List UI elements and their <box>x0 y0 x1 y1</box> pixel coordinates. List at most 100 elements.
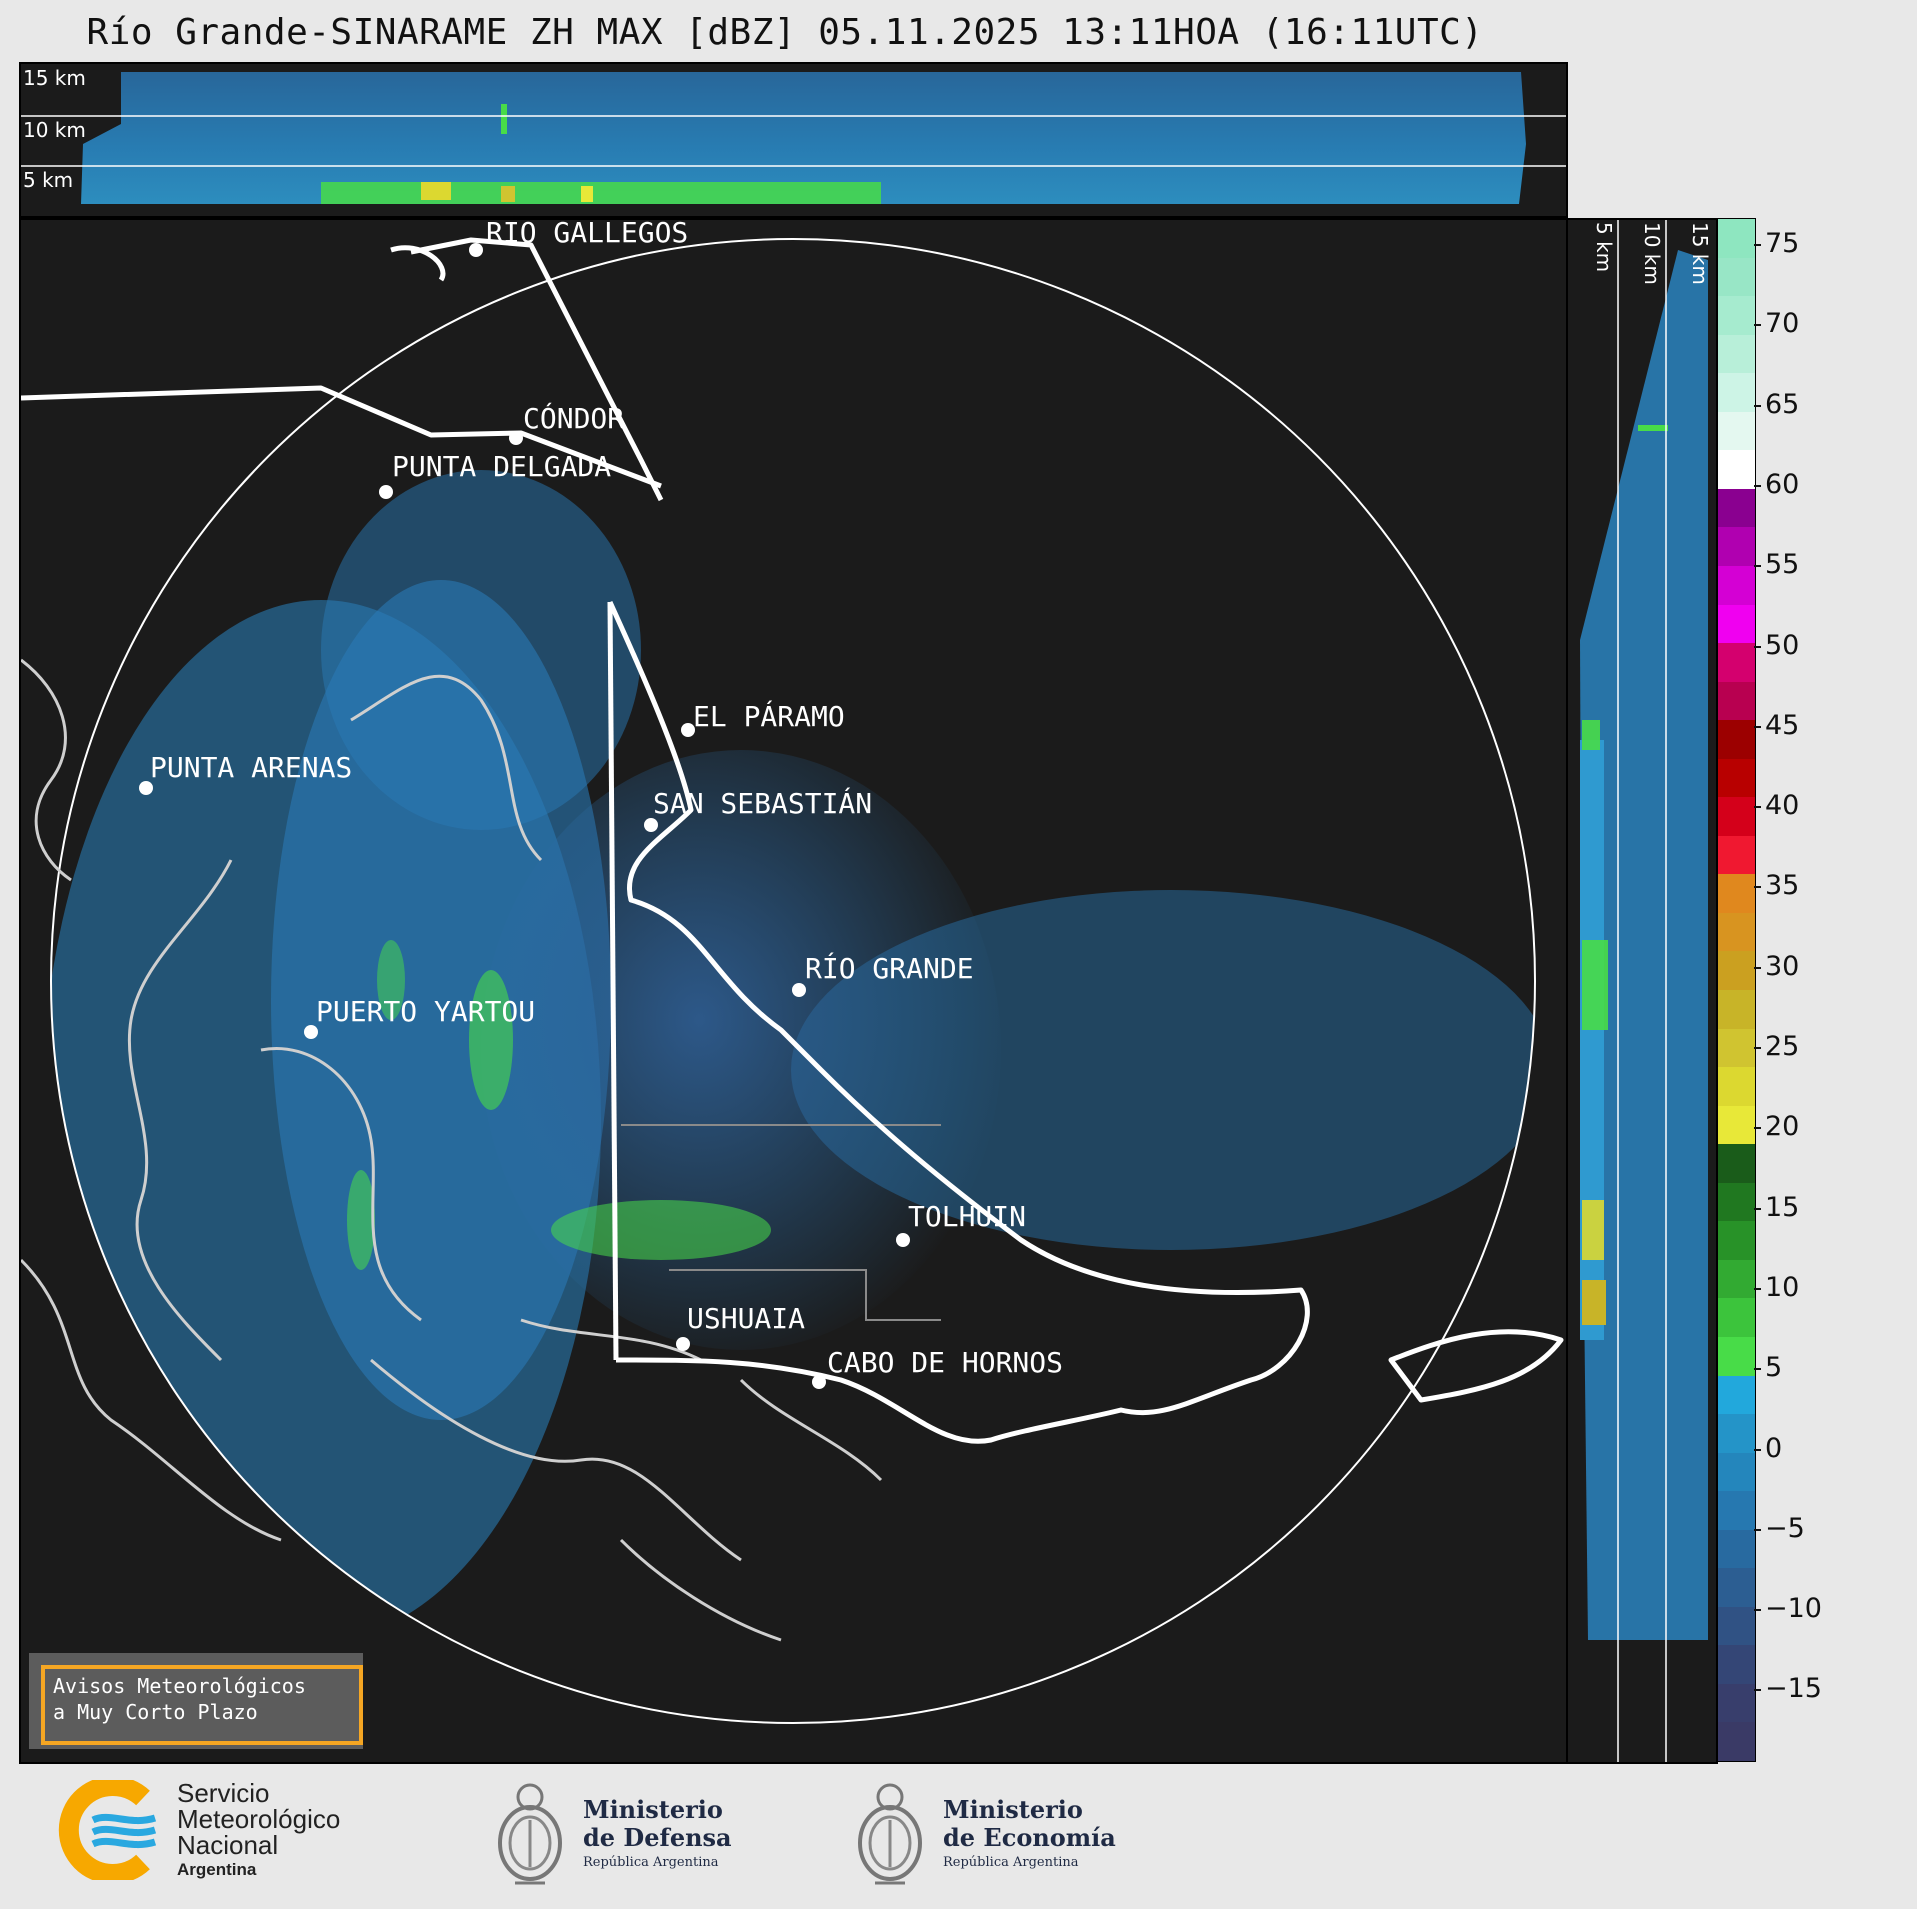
colorbar-tick-mark <box>1754 1448 1761 1451</box>
colorbar-tick-label: 15 <box>1765 1191 1800 1223</box>
colorbar-tick-mark <box>1754 1047 1761 1049</box>
colorbar-tick-label: 75 <box>1765 228 1800 259</box>
colorbar-band <box>1718 681 1755 721</box>
colorbar-tick-mark <box>1754 806 1761 809</box>
colorbar-band <box>1718 1375 1755 1415</box>
place-marker <box>304 1025 318 1039</box>
colorbar-tick-label: −10 <box>1765 1593 1822 1625</box>
colorbar-tick-mark <box>1754 725 1761 728</box>
colorbar-band <box>1718 1067 1755 1107</box>
side-cross-section-echoes <box>1580 220 1708 1762</box>
place-label-rio-gallegos: RÍO GALLEGOS <box>486 218 689 249</box>
colorbar-tick-mark <box>1754 1207 1761 1210</box>
economia-line-1: Ministerio <box>943 1795 1083 1824</box>
colorbar-band <box>1718 951 1755 991</box>
side-alt-label-15km: 15 km <box>1688 222 1712 285</box>
top-alt-label-15km: 15 km <box>23 66 86 90</box>
colorbar-tick-label: 5 <box>1765 1352 1783 1384</box>
colorbar-band <box>1718 1606 1755 1646</box>
colorbar-tick-mark <box>1754 565 1761 568</box>
place-marker <box>792 983 806 997</box>
smn-line-4: Argentina <box>177 1860 257 1879</box>
colorbar-band <box>1718 527 1755 567</box>
colorbar-band <box>1718 296 1755 336</box>
smn-logo-mark <box>58 1780 157 1880</box>
colorbar-tick-label: 50 <box>1765 629 1800 661</box>
place-label-cabo-de-hornos: CABO DE HORNOS <box>827 1346 1064 1379</box>
colorbar-band <box>1718 1529 1755 1569</box>
colorbar-band <box>1718 643 1755 683</box>
economia-logo: Ministerio de Economía República Argenti… <box>855 1775 1135 1895</box>
place-label-punta-delgada: PUNTA DELGADA <box>392 450 612 483</box>
colorbar-band <box>1718 1182 1755 1222</box>
colorbar-band <box>1718 488 1755 528</box>
colorbar-band <box>1718 1298 1755 1338</box>
colorbar-band <box>1718 1144 1755 1184</box>
colorbar-tick-mark <box>1754 484 1761 487</box>
colorbar-band <box>1718 219 1755 259</box>
colorbar-band <box>1718 373 1755 413</box>
international-borders <box>21 237 1564 1444</box>
colorbar-tick-label: 60 <box>1765 468 1800 500</box>
place-marker <box>509 431 523 445</box>
place-label-condor: CÓNDOR <box>523 402 625 435</box>
dbz-colorbar <box>1717 218 1756 1762</box>
alert-box: Avisos Meteorológicos a Muy Corto Plazo <box>29 1653 363 1749</box>
place-marker <box>681 723 695 737</box>
national-seal-icon <box>858 1783 922 1885</box>
colorbar-tick-mark <box>1754 966 1761 969</box>
colorbar-band <box>1718 1414 1755 1454</box>
place-label-punta-arenas: PUNTA ARENAS <box>150 751 353 784</box>
place-marker <box>896 1233 910 1247</box>
colorbar-band <box>1718 334 1755 374</box>
colorbar-tick-label: 35 <box>1765 870 1800 902</box>
colorbar-tick-label: 45 <box>1765 709 1800 741</box>
colorbar-tick-mark <box>1754 1689 1761 1692</box>
colorbar-tick-mark <box>1754 1127 1761 1130</box>
colorbar-band <box>1718 1568 1755 1608</box>
colorbar-band <box>1718 1645 1755 1685</box>
smn-logo: Servicio Meteorológico Nacional Argentin… <box>55 1780 395 1890</box>
colorbar-tick-label: 10 <box>1765 1271 1800 1303</box>
colorbar-band <box>1718 1336 1755 1376</box>
economia-line-3: República Argentina <box>943 1855 1079 1870</box>
place-marker <box>379 485 393 499</box>
colorbar-tick-mark <box>1754 1287 1761 1290</box>
colorbar-band <box>1718 1105 1755 1145</box>
colorbar-band <box>1718 257 1755 297</box>
colorbar-tick-label: −15 <box>1765 1673 1822 1705</box>
radar-map-panel: RÍO GALLEGOS CÓNDOR PUNTA DELGADA EL PÁR… <box>19 218 1568 1764</box>
colorbar-tick-label: −5 <box>1765 1512 1805 1544</box>
colorbar-band <box>1718 1491 1755 1531</box>
colorbar-tick-mark <box>1754 1368 1761 1371</box>
boundary-lines <box>621 1124 941 1321</box>
place-marker <box>139 781 153 795</box>
colorbar-tick-label: 0 <box>1765 1432 1783 1464</box>
colorbar-band <box>1718 990 1755 1030</box>
colorbar-band <box>1718 874 1755 914</box>
colorbar-tick-mark <box>1754 1609 1761 1612</box>
chart-title: Río Grande-SINARAME ZH MAX [dBZ] 05.11.2… <box>86 12 1484 53</box>
alert-line-2: a Muy Corto Plazo <box>53 1700 258 1724</box>
defensa-logo: Ministerio de Defensa República Argentin… <box>495 1775 755 1895</box>
place-label-puerto-yartou: PUERTO YARTOU <box>316 995 536 1028</box>
defensa-line-1: Ministerio <box>583 1795 723 1824</box>
coastlines <box>21 658 883 1642</box>
colorbar-tick-label: 40 <box>1765 790 1800 822</box>
colorbar-tick-mark <box>1754 1528 1761 1531</box>
colorbar-band <box>1718 1028 1755 1068</box>
colorbar-tick-label: 30 <box>1765 950 1800 982</box>
colorbar-tick-mark <box>1754 404 1761 407</box>
place-marker <box>812 1375 826 1389</box>
place-marker <box>676 1337 690 1351</box>
colorbar-band <box>1718 1683 1755 1723</box>
colorbar-band <box>1718 1452 1755 1492</box>
colorbar-tick-mark <box>1754 886 1761 889</box>
place-label-rio-grande: RÍO GRANDE <box>805 952 974 985</box>
alert-line-1: Avisos Meteorológicos <box>53 1674 306 1698</box>
colorbar-tick-label: 55 <box>1765 549 1800 581</box>
colorbar-band <box>1718 411 1755 451</box>
colorbar-band <box>1718 1221 1755 1261</box>
place-markers <box>139 243 910 1389</box>
colorbar-band <box>1718 565 1755 605</box>
